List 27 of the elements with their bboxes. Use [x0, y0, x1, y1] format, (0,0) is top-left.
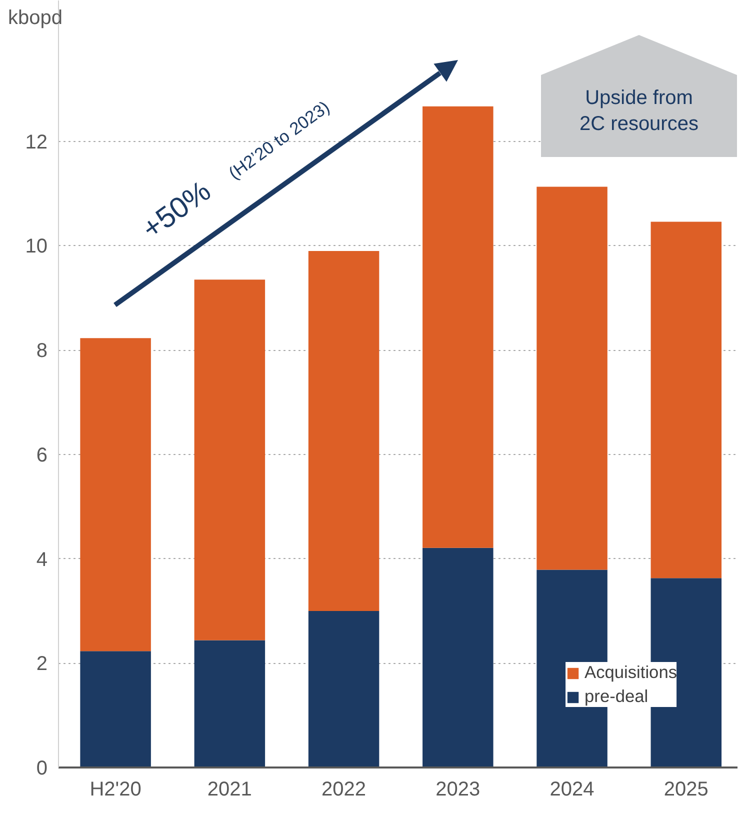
x-tick-label: 2025 [664, 778, 708, 800]
bar [80, 651, 151, 768]
x-tick-label: 2022 [322, 778, 366, 800]
legend-label: Acquisitions [584, 662, 677, 683]
x-tick-label: 2021 [207, 778, 252, 800]
bar [80, 338, 151, 652]
bar [422, 548, 494, 768]
x-tick-label: H2'20 [90, 778, 142, 800]
bar [308, 610, 380, 768]
bar [308, 250, 380, 611]
bar [422, 106, 494, 548]
bar [536, 186, 608, 570]
legend-label: pre-deal [584, 686, 648, 707]
annotation: kbopd [8, 7, 62, 29]
y-tick-label: 8 [36, 340, 48, 362]
x-tick-label: 2023 [436, 778, 480, 800]
bar [650, 222, 722, 578]
y-tick-label: 2 [36, 653, 48, 676]
x-tick-label: 2024 [550, 778, 594, 800]
y-tick-label: 10 [25, 236, 48, 258]
bar [194, 640, 266, 768]
annotation: Upside from 2C resources [580, 87, 698, 135]
bar [194, 280, 266, 640]
y-tick-label: 4 [36, 548, 48, 571]
y-tick-label: 0 [36, 758, 48, 780]
y-tick-label: 6 [36, 444, 48, 466]
y-tick-label: 12 [25, 131, 48, 154]
